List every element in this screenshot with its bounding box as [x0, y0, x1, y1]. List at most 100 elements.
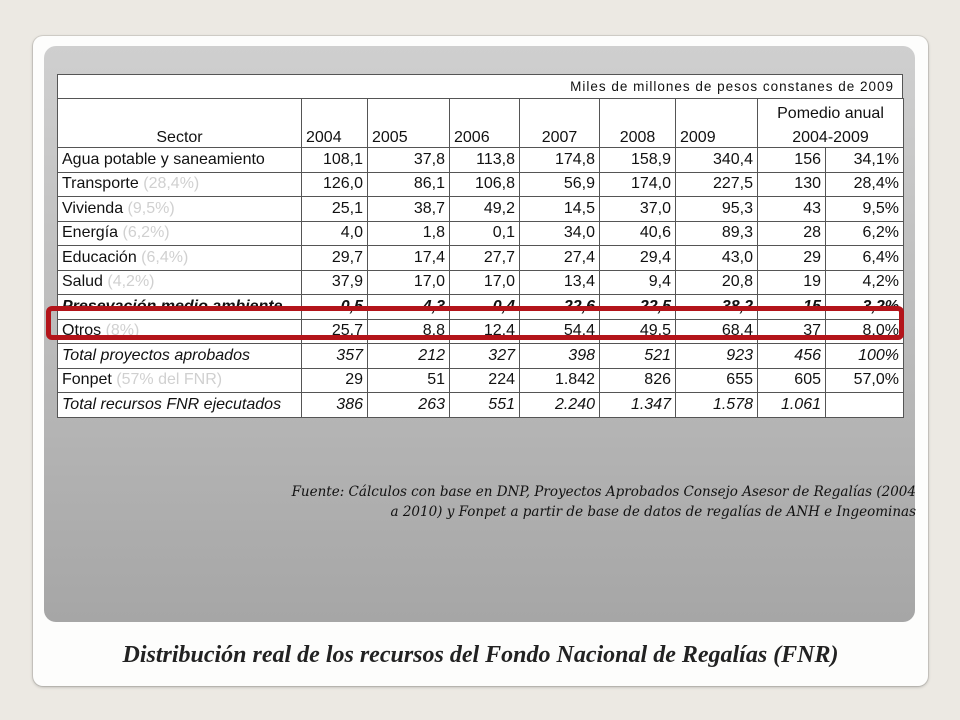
value-cell: 263 [367, 392, 450, 418]
units-caption: Miles de millones de pesos constanes de … [570, 79, 894, 94]
value-cell: 1.347 [599, 392, 676, 418]
value-cell: 38,7 [367, 196, 450, 222]
value-cell: 56,9 [519, 171, 600, 197]
sector-label: Salud [62, 273, 103, 291]
share-cell: 100% [825, 343, 904, 369]
table-row: Salud (4,2%) 37,9 17,0 17,0 13,4 9,4 20,8 19 4,2… [57, 269, 904, 295]
value-cell: 212 [367, 343, 450, 369]
sector-header: Sector [57, 98, 302, 148]
value-cell: 27,7 [449, 245, 520, 271]
value-cell: 34,0 [519, 220, 600, 246]
source-note: Fuente: Cálculos con base en DNP, Proyec… [210, 482, 916, 522]
sector-cell: Transporte (28,4%) [57, 171, 302, 197]
year-header: 2006 [449, 98, 520, 148]
value-cell: 340,4 [675, 147, 758, 173]
year-header: 2009 [675, 98, 758, 148]
value-cell: 174,8 [519, 147, 600, 173]
value-cell: 826 [599, 367, 676, 393]
sector-cell: Energía (6,2%) [57, 220, 302, 246]
value-cell: 224 [449, 367, 520, 393]
source-line: Fuente: Cálculos con base en DNP, Proyec… [291, 484, 916, 500]
sector-label: Total recursos FNR ejecutados [62, 395, 282, 413]
year-header: 2007 [519, 98, 600, 148]
value-cell: 2.240 [519, 392, 600, 418]
table-row: Fonpet (57% del FNR) 29 51 224 1.842 826 655 60… [57, 367, 904, 393]
sector-cell: Total proyectos aprobados [57, 343, 302, 369]
sector-share-note: (9,5%) [127, 199, 175, 217]
value-cell: 106,8 [449, 171, 520, 197]
value-cell: 25,1 [301, 196, 368, 222]
table-row: Agua potable y saneamiento 108,1 37,8 113,8… [57, 147, 904, 173]
sector-share-note: (28,4%) [143, 175, 200, 193]
value-cell: 655 [675, 367, 758, 393]
sector-cell: Salud (4,2%) [57, 269, 302, 295]
sector-cell: Total recursos FNR ejecutados [57, 392, 302, 418]
value-cell: 17,0 [449, 269, 520, 295]
value-cell: 0,1 [449, 220, 520, 246]
table-row: Total proyectos aprobados 357 212 327 398 521… [57, 343, 904, 369]
sector-share-note: (4,2%) [107, 273, 155, 291]
sector-cell: Educación (6,4%) [57, 245, 302, 271]
share-cell: 4,2% [825, 269, 904, 295]
average-cell: 605 [757, 367, 826, 393]
value-cell: 126,0 [301, 171, 368, 197]
value-cell: 4,0 [301, 220, 368, 246]
value-cell: 13,4 [519, 269, 600, 295]
units-header-row: Miles de millones de pesos constanes de … [57, 74, 903, 99]
value-cell: 95,3 [675, 196, 758, 222]
value-cell: 398 [519, 343, 600, 369]
table-row: Total recursos FNR ejecutados 386 263 551 2.… [57, 392, 904, 418]
share-cell: 9,5% [825, 196, 904, 222]
value-cell: 227,5 [675, 171, 758, 197]
average-cell: 29 [757, 245, 826, 271]
value-cell: 40,6 [599, 220, 676, 246]
sector-label: Transporte [62, 175, 139, 193]
source-line: a 2010) y Fonpet a partir de base de dat… [390, 504, 916, 520]
value-cell: 37,0 [599, 196, 676, 222]
value-cell: 923 [675, 343, 758, 369]
share-cell: 57,0% [825, 367, 904, 393]
value-cell: 108,1 [301, 147, 368, 173]
value-cell: 386 [301, 392, 368, 418]
average-cell: 130 [757, 171, 826, 197]
value-cell: 37,9 [301, 269, 368, 295]
average-header-line2: 2004-2009 [757, 123, 904, 148]
sector-cell: Vivienda (9,5%) [57, 196, 302, 222]
value-cell: 1.578 [675, 392, 758, 418]
sector-label: Educación [62, 248, 137, 266]
sector-label: Fonpet [62, 371, 112, 389]
average-cell: 156 [757, 147, 826, 173]
slide-title: Distribución real de los recursos del Fo… [122, 642, 839, 668]
value-cell: 1,8 [367, 220, 450, 246]
value-cell: 551 [449, 392, 520, 418]
share-cell: 34,1% [825, 147, 904, 173]
value-cell: 43,0 [675, 245, 758, 271]
table-row: Educación (6,4%) 29,7 17,4 27,7 27,4 29,4 43,0… [57, 245, 904, 271]
value-cell: 357 [301, 343, 368, 369]
sector-label: Vivienda [62, 199, 124, 217]
share-cell [825, 392, 904, 418]
value-cell: 14,5 [519, 196, 600, 222]
value-cell: 1.842 [519, 367, 600, 393]
average-cell: 43 [757, 196, 826, 222]
year-header: 2004 [301, 98, 368, 148]
value-cell: 29 [301, 367, 368, 393]
value-cell: 20,8 [675, 269, 758, 295]
sector-label: Energía [62, 224, 119, 242]
value-cell: 174,0 [599, 171, 676, 197]
value-cell: 51 [367, 367, 450, 393]
average-cell: 19 [757, 269, 826, 295]
value-cell: 29,7 [301, 245, 368, 271]
average-cell: 28 [757, 220, 826, 246]
share-cell: 28,4% [825, 171, 904, 197]
value-cell: 17,0 [367, 269, 450, 295]
year-header: 2008 [599, 98, 676, 148]
table-row: Transporte (28,4%) 126,0 86,1 106,8 56,9 174,… [57, 171, 904, 197]
average-cell: 1.061 [757, 392, 826, 418]
share-cell: 6,4% [825, 245, 904, 271]
value-cell: 521 [599, 343, 676, 369]
value-cell: 27,4 [519, 245, 600, 271]
sector-share-note: (6,4%) [141, 248, 189, 266]
value-cell: 17,4 [367, 245, 450, 271]
value-cell: 89,3 [675, 220, 758, 246]
